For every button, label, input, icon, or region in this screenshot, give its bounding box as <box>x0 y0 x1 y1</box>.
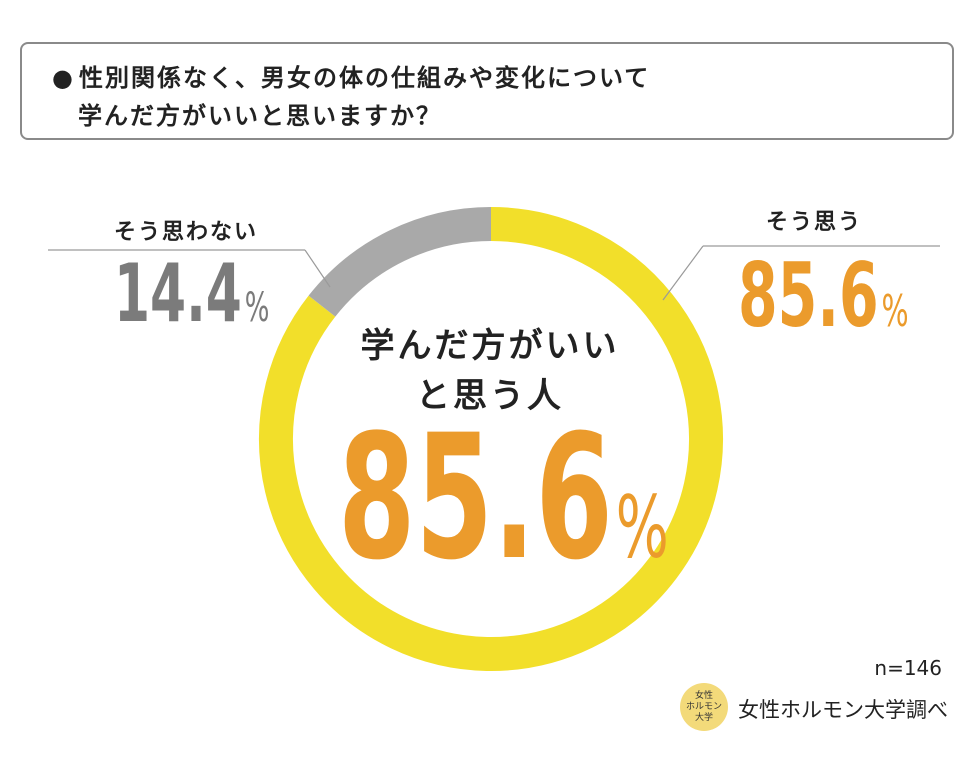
center-value-unit: % <box>615 478 669 578</box>
logo-text-2: ホルモン <box>685 701 722 712</box>
center-line-1: 学んだ方がいい <box>360 326 620 366</box>
question-line-2: 学んだ方がいいと思いますか？ <box>78 102 442 130</box>
slice-value-disagree: 14.4% <box>114 254 269 348</box>
slice-value-disagree-number: 14.4 <box>114 247 242 340</box>
center-line-2: と思う人 <box>416 376 564 416</box>
donut-slice-disagree <box>308 207 492 317</box>
logo-text-1: 女性 <box>694 690 713 701</box>
brand-logo: 女性 ホルモン 大学 <box>680 683 728 731</box>
slice-label-disagree: そう思わない <box>114 220 259 245</box>
slice-value-agree-number: 85.6 <box>738 244 879 347</box>
question-box: ● 性別関係なく、男女の体の仕組みや変化について 学んだ方がいいと思いますか？ <box>20 42 954 140</box>
question-line-1-text: 性別関係なく、男女の体の仕組みや変化について <box>78 64 651 92</box>
center-value: 85.6% <box>338 412 669 614</box>
donut-slice-agree <box>259 207 723 671</box>
logo-text-3: 大学 <box>694 712 713 723</box>
slice-label-agree: そう思う <box>766 210 863 235</box>
question-line-1: ● 性別関係なく、男女の体の仕組みや変化について <box>52 58 650 93</box>
slice-value-disagree-unit: % <box>244 285 270 331</box>
source-credit: 女性ホルモン大学調べ <box>738 698 948 722</box>
slice-value-agree-unit: % <box>881 286 909 337</box>
leader-line-disagree <box>304 249 331 288</box>
slice-value-agree: 85.6% <box>738 252 909 356</box>
leader-line-agree <box>662 245 704 301</box>
sample-size: n=146 <box>874 656 942 680</box>
center-value-number: 85.6 <box>338 397 613 598</box>
bullet-icon: ● <box>52 64 75 92</box>
